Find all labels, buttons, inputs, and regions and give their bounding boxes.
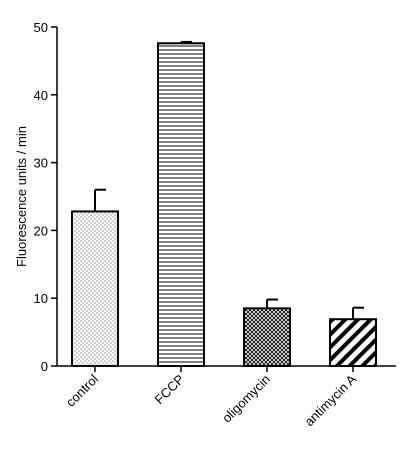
bar bbox=[71, 210, 119, 367]
bar-group-antimycin-a bbox=[329, 306, 377, 367]
bars bbox=[71, 40, 377, 367]
bar-group-control bbox=[71, 188, 119, 367]
y-tick-label: 40 bbox=[34, 88, 48, 103]
x-tick-label: oligomycin bbox=[219, 372, 273, 426]
y-axis: 0 10 20 30 40 50 bbox=[34, 20, 58, 374]
bar bbox=[329, 318, 377, 367]
y-tick-label: 30 bbox=[34, 156, 48, 171]
bar-group-fccp bbox=[157, 40, 205, 367]
y-tick-label: 0 bbox=[41, 359, 48, 374]
y-tick-label: 10 bbox=[34, 291, 48, 306]
bar-group-oligomycin bbox=[243, 298, 291, 367]
x-axis: control FCCP oligomycin antimycin A bbox=[57, 365, 396, 429]
y-tick-label: 20 bbox=[34, 223, 48, 238]
bar bbox=[157, 42, 205, 367]
y-tick-label: 50 bbox=[34, 20, 48, 35]
x-tick-label: FCCP bbox=[151, 372, 187, 408]
x-tick-label: antimycin A bbox=[302, 371, 360, 429]
bar bbox=[243, 307, 291, 367]
x-tick-label: control bbox=[63, 371, 101, 409]
y-axis-title: Fluorescence units / min bbox=[14, 126, 29, 267]
